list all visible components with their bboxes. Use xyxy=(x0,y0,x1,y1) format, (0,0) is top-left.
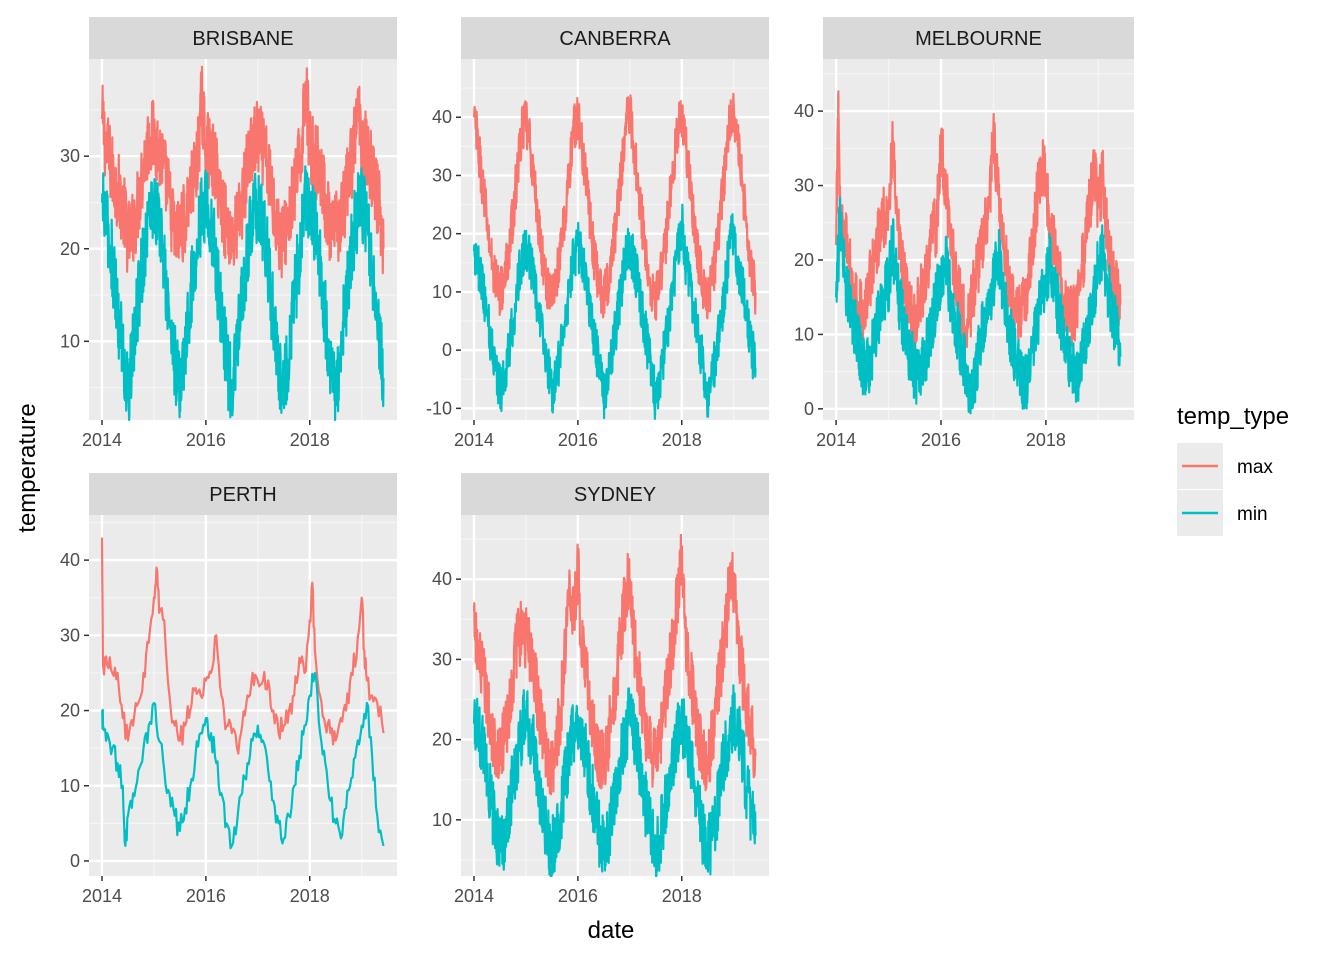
panel-brisbane: BRISBANE 10 20 30 2014 2016 2018 xyxy=(60,17,397,450)
facet-strip-label: CANBERRA xyxy=(559,28,671,50)
series-line-brisbane-max xyxy=(100,65,385,279)
y-tick-label: 10 xyxy=(60,776,80,796)
facet-strip-label: SYDNEY xyxy=(574,484,656,506)
y-tick-label: 10 xyxy=(794,324,814,344)
series-line-brisbane-min xyxy=(100,165,385,422)
x-tick-label: 2014 xyxy=(816,430,856,450)
y-tick-label: 10 xyxy=(60,331,80,351)
legend-keys: max min xyxy=(1177,443,1273,536)
series-line-sydney-min xyxy=(472,684,757,878)
x-tick-label: 2016 xyxy=(558,886,598,906)
y-axis-title: temperature xyxy=(14,403,41,532)
facet-strip-label: PERTH xyxy=(209,484,276,506)
y-tick-label: 0 xyxy=(804,399,814,419)
series-line-sydney-max xyxy=(472,533,757,796)
y-tick-label: 10 xyxy=(432,810,452,830)
x-tick-label: 2016 xyxy=(558,430,598,450)
x-tick-label: 2016 xyxy=(186,886,226,906)
x-tick-label: 2018 xyxy=(662,430,702,450)
facet-strip xyxy=(89,17,397,59)
y-tick-label: 40 xyxy=(432,569,452,589)
legend-key-min: min xyxy=(1177,490,1268,536)
y-tick-label: 30 xyxy=(794,176,814,196)
panel-background xyxy=(89,515,397,876)
facet-strip xyxy=(461,473,769,515)
facet-strip-label: MELBOURNE xyxy=(915,28,1042,50)
legend-label: min xyxy=(1237,504,1268,525)
x-tick-label: 2018 xyxy=(662,886,702,906)
series-line-perth-max xyxy=(100,537,385,755)
x-tick-label: 2014 xyxy=(82,886,122,906)
panel-sydney: SYDNEY 10 20 30 40 2014 2016 2018 xyxy=(432,473,769,906)
x-tick-label: 2016 xyxy=(921,430,961,450)
facet-strip xyxy=(461,17,769,59)
facet-strip-label: BRISBANE xyxy=(192,28,293,50)
legend-title: temp_type xyxy=(1177,403,1289,430)
series-line-melbourne-min xyxy=(835,196,1122,415)
y-tick-label: 0 xyxy=(442,340,452,360)
y-tick-label: 20 xyxy=(432,730,452,750)
x-tick-label: 2014 xyxy=(454,886,494,906)
y-tick-label: 30 xyxy=(60,625,80,645)
legend-label: max xyxy=(1237,457,1273,478)
y-tick-label: 20 xyxy=(60,239,80,259)
series-line-canberra-max xyxy=(472,92,757,321)
y-tick-label: 40 xyxy=(60,550,80,570)
facet-strip xyxy=(89,473,397,515)
y-tick-label: 10 xyxy=(432,282,452,302)
panel-canberra: CANBERRA -10 0 10 20 30 40 2014 2016 2018 xyxy=(426,17,769,450)
y-tick-label: 20 xyxy=(60,701,80,721)
legend: temp_type max min xyxy=(1177,403,1289,536)
x-tick-label: 2014 xyxy=(454,430,494,450)
panel-melbourne: MELBOURNE 0 10 20 30 40 2014 2016 2018 xyxy=(794,17,1134,450)
y-tick-label: 20 xyxy=(432,224,452,244)
legend-key-max: max xyxy=(1177,443,1273,489)
x-tick-label: 2018 xyxy=(290,886,330,906)
series-line-canberra-min xyxy=(472,203,757,420)
series-line-melbourne-max xyxy=(835,90,1122,349)
x-tick-label: 2018 xyxy=(290,430,330,450)
y-tick-label: 30 xyxy=(60,146,80,166)
y-tick-label: 20 xyxy=(794,250,814,270)
x-tick-label: 2018 xyxy=(1026,430,1066,450)
facet-strip xyxy=(823,17,1134,59)
series-line-perth-min xyxy=(101,671,385,850)
x-tick-label: 2014 xyxy=(82,430,122,450)
y-tick-label: 30 xyxy=(432,649,452,669)
panel-perth: PERTH 0 10 20 30 40 2014 2016 2018 xyxy=(60,473,397,906)
y-tick-label: -10 xyxy=(426,398,452,418)
x-tick-label: 2016 xyxy=(186,430,226,450)
y-tick-label: 0 xyxy=(70,851,80,871)
x-axis-title: date xyxy=(588,917,635,944)
y-tick-label: 40 xyxy=(794,101,814,121)
panels: BRISBANE 10 20 30 2014 2016 2018 CANBERRA -10 0 10… xyxy=(60,17,1134,906)
y-tick-label: 30 xyxy=(432,165,452,185)
y-tick-label: 40 xyxy=(432,107,452,127)
